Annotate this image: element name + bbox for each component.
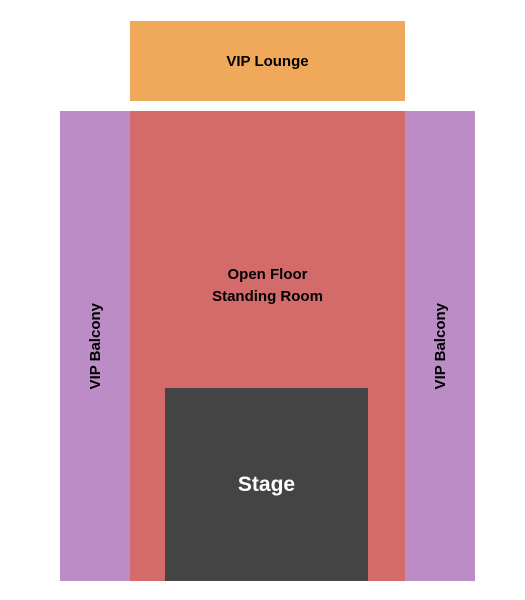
vip-balcony-right-label: VIP Balcony (432, 303, 449, 389)
section-vip-lounge[interactable]: VIP Lounge (130, 21, 405, 101)
section-vip-balcony-left[interactable]: VIP Balcony (60, 111, 130, 581)
section-stage: Stage (165, 388, 368, 581)
open-floor-label-line1: Open Floor (227, 266, 307, 283)
section-vip-balcony-right[interactable]: VIP Balcony (405, 111, 475, 581)
vip-balcony-left-label: VIP Balcony (87, 303, 104, 389)
open-floor-label-line2: Standing Room (212, 288, 323, 305)
vip-lounge-label: VIP Lounge (226, 53, 308, 70)
stage-label: Stage (238, 473, 295, 497)
open-floor-label: Open Floor Standing Room (212, 264, 323, 309)
